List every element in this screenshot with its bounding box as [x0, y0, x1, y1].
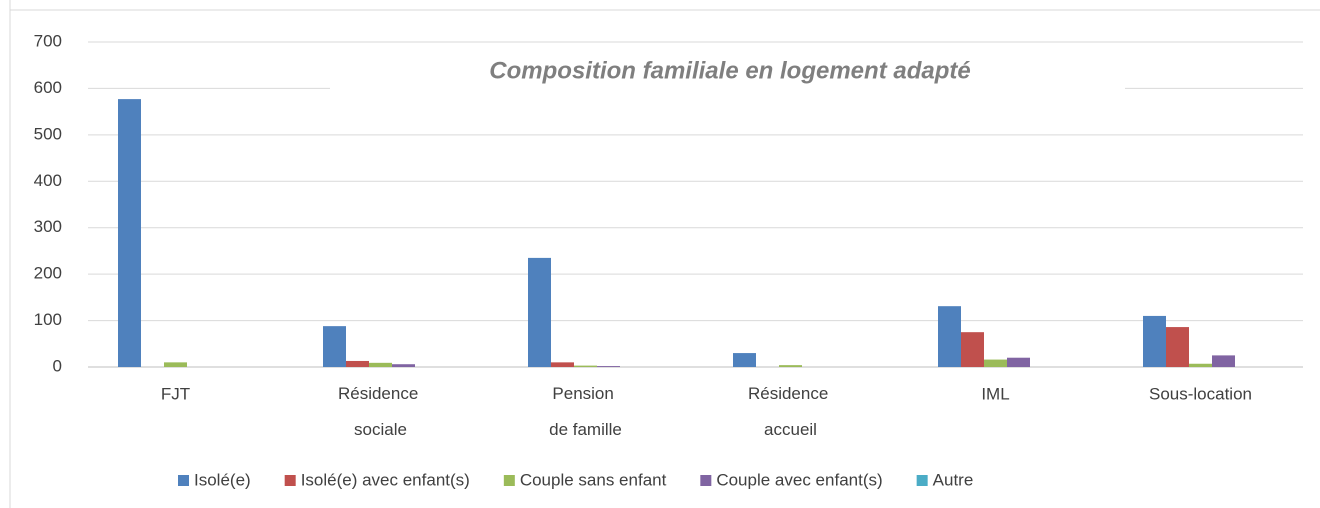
legend-label: Autre: [933, 470, 974, 489]
chart-title: Composition familiale en logement adapté: [489, 57, 970, 84]
bar: [551, 362, 574, 367]
bar: [346, 360, 369, 367]
x-tick-label-line: accueil: [764, 420, 817, 439]
bar: [323, 326, 346, 367]
bar: [574, 365, 597, 367]
x-tick-label-line: de famille: [549, 420, 622, 439]
bar: [779, 365, 802, 367]
legend-label: Isolé(e): [194, 470, 251, 489]
y-tick-label: 0: [53, 356, 62, 375]
legend-label: Couple avec enfant(s): [716, 470, 882, 489]
bar: [1212, 355, 1235, 367]
y-tick-label: 200: [34, 264, 62, 283]
x-tick-label: Pension de famille: [549, 384, 622, 439]
x-tick-label: IML: [981, 384, 1009, 403]
plot-area: 0 100 200 300 400 500 600 700 FJT Résidence socia…: [34, 31, 1303, 489]
legend-swatch: [284, 475, 296, 486]
y-tick-label: 500: [34, 124, 62, 143]
y-tick-label: 400: [34, 171, 62, 190]
bar: [392, 364, 415, 367]
bar: [164, 362, 187, 367]
bar: [1166, 327, 1189, 367]
legend-swatch: [503, 475, 515, 486]
y-tick-label: 100: [34, 310, 62, 329]
y-tick-label: 600: [34, 78, 62, 97]
x-tick-label: Sous-location: [1149, 384, 1252, 403]
title-background: [330, 43, 1125, 95]
legend-label: Isolé(e) avec enfant(s): [301, 470, 470, 489]
x-tick-label: Résidence sociale: [338, 384, 423, 439]
bar: [961, 332, 984, 367]
bar: [1189, 363, 1212, 367]
x-tick-label-line: Résidence: [338, 384, 423, 403]
x-tick-label: Résidence accueil: [748, 384, 833, 439]
legend-swatch: [700, 475, 712, 486]
y-tick-label: 700: [34, 31, 62, 50]
y-tick-label: 300: [34, 217, 62, 236]
bar: [1143, 315, 1166, 367]
bar: [369, 362, 392, 367]
x-tick-label-line: Résidence: [748, 384, 833, 403]
x-tick-label-line: Pension: [552, 384, 618, 403]
x-tick-label-line: sociale: [354, 420, 407, 439]
bar: [1007, 357, 1030, 367]
bar: [938, 306, 961, 367]
bar: [118, 99, 141, 367]
bar: [597, 366, 620, 367]
bar: [733, 353, 756, 367]
bar: [528, 257, 551, 367]
legend-swatch: [178, 475, 189, 486]
legend-swatch: [916, 475, 928, 486]
x-tick-label: FJT: [161, 384, 190, 403]
legend-label: Couple sans enfant: [520, 470, 667, 489]
bar: [984, 359, 1007, 367]
